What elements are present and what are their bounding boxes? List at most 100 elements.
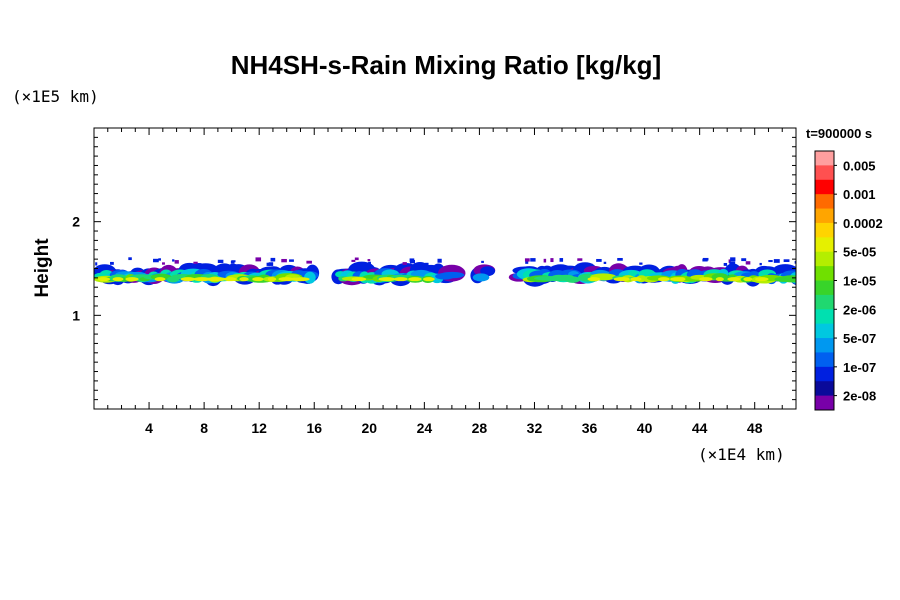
x-tick-label: 20	[362, 420, 378, 436]
colorbar-label: 5e-07	[843, 331, 876, 346]
cloud-speckle	[577, 258, 583, 261]
cloud-speckle	[773, 259, 780, 263]
cloud-speckle	[617, 257, 623, 261]
colorbar-swatch	[815, 222, 834, 238]
colorbar-swatch	[815, 179, 834, 195]
cloud-speckle	[481, 260, 484, 263]
x-tick-label: 8	[200, 420, 208, 436]
colorbar-swatch	[815, 165, 834, 181]
cloud-speckle	[530, 258, 536, 262]
cloud-speckle	[768, 260, 773, 263]
cloud-peak	[699, 277, 713, 282]
cloud-speckle	[402, 262, 407, 265]
cloud-speckle	[354, 257, 359, 261]
colorbar-label: 0.0002	[843, 216, 883, 231]
x-tick-label: 44	[692, 420, 708, 436]
colorbar-label: 1e-05	[843, 274, 876, 289]
x-axis: 4 8 12 16 20 24 28 32 36 40 44 48	[107, 128, 783, 436]
colorbar-swatch	[815, 395, 834, 411]
colorbar-swatch	[815, 338, 834, 353]
x-tick-label: 16	[306, 420, 322, 436]
cloud-peak	[755, 277, 769, 282]
cloud-speckle	[437, 258, 442, 263]
cloud-speckle	[603, 261, 607, 264]
colorbar-swatch	[815, 294, 834, 310]
cloud-peak	[408, 277, 422, 282]
y-tick-label: 1	[72, 307, 80, 323]
x-unit-label: (×1E4 km)	[698, 445, 785, 464]
cloud-speckle	[794, 261, 796, 264]
colorbar-label: 2e-08	[843, 389, 876, 404]
cloud-peak	[613, 277, 631, 282]
cloud-speckle	[759, 262, 762, 266]
cloud-speckle	[268, 262, 274, 266]
x-tick-label: 4	[145, 420, 153, 436]
cloud-speckle	[730, 257, 736, 262]
cloud-speckle	[423, 263, 429, 267]
colorbar-swatch	[815, 251, 834, 267]
cloud-speckle	[158, 258, 161, 261]
cloud-peak	[422, 277, 435, 282]
plot-area	[94, 257, 796, 287]
x-tick-label: 48	[747, 420, 763, 436]
cloud-speckle	[270, 257, 276, 262]
colorbar-swatch	[815, 309, 834, 325]
cloud-speckle	[128, 257, 132, 261]
cloud-speckle	[162, 262, 165, 265]
cloud-speckle	[639, 262, 643, 265]
cloud-speckle	[702, 257, 709, 261]
cloud-mid	[472, 273, 490, 282]
cloud-speckle	[255, 257, 262, 262]
cloud-speckle	[172, 259, 175, 262]
cloud-peak	[670, 277, 686, 282]
colorbar-swatch	[815, 366, 834, 382]
cloud-speckle	[266, 262, 270, 266]
colorbar-swatch	[815, 151, 834, 166]
cloud-speckle	[368, 261, 371, 265]
x-tick-label: 32	[527, 420, 543, 436]
y-unit-label: (×1E5 km)	[12, 87, 99, 106]
cloud-speckle	[745, 261, 751, 265]
cloud-speckle	[783, 259, 790, 262]
colorbar-swatch	[815, 237, 834, 253]
cloud-peak	[630, 277, 642, 282]
cloud-peak	[587, 277, 601, 282]
cloud-peak	[193, 277, 211, 282]
colorbar-swatch	[815, 352, 834, 368]
time-label: t=900000 s	[806, 126, 872, 141]
cloud-speckle	[525, 260, 529, 264]
chart-title: NH4SH-s-Rain Mixing Ratio [kg/kg]	[231, 50, 661, 80]
cloud-speckle	[289, 259, 294, 262]
cloud-speckle	[543, 258, 547, 263]
cloud-peak	[278, 277, 294, 282]
cloud-speckle	[351, 259, 356, 262]
x-tick-label: 28	[472, 420, 488, 436]
cloud-peak	[112, 277, 124, 282]
cloud-speckle	[723, 262, 728, 266]
colorbar: 0.005 0.001 0.0002 5e-05 1e-05 2e-06 5e-07 1e-0…	[814, 150, 883, 411]
cloud-peak	[378, 277, 396, 282]
cloud-speckle	[306, 260, 312, 264]
cloud-speckle	[524, 258, 530, 262]
cloud-speckle	[550, 258, 554, 263]
x-tick-label: 36	[582, 420, 598, 436]
y-axis: 12	[72, 136, 796, 401]
cloud-core	[565, 276, 581, 283]
colorbar-label: 5e-05	[843, 245, 876, 260]
y-axis-title: Height	[32, 238, 53, 298]
cloud-peak	[290, 277, 310, 282]
cloud-core	[779, 275, 796, 283]
cloud-peak	[351, 277, 367, 282]
colorbar-label: 1e-07	[843, 360, 876, 375]
colorbar-swatch	[815, 208, 834, 224]
cloud-speckle	[217, 259, 224, 263]
cloud-speckle	[110, 261, 114, 265]
colorbar-swatch	[815, 266, 834, 281]
cloud-speckle	[741, 258, 747, 262]
cloud-peak	[252, 277, 264, 282]
cloud-envelope	[480, 266, 496, 277]
colorbar-swatch	[815, 381, 834, 397]
cloud-peak	[154, 277, 166, 282]
cloud-speckle	[728, 259, 731, 263]
